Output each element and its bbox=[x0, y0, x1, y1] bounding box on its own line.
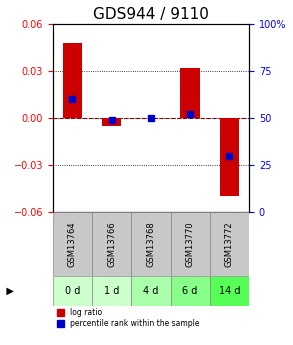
FancyBboxPatch shape bbox=[92, 276, 131, 306]
Text: 1 d: 1 d bbox=[104, 286, 119, 296]
Title: GDS944 / 9110: GDS944 / 9110 bbox=[93, 7, 209, 22]
Text: 14 d: 14 d bbox=[219, 286, 240, 296]
Text: 6 d: 6 d bbox=[183, 286, 198, 296]
Text: GSM13766: GSM13766 bbox=[107, 221, 116, 267]
Text: GSM13764: GSM13764 bbox=[68, 221, 77, 267]
FancyBboxPatch shape bbox=[210, 276, 249, 306]
Text: time  ▶: time ▶ bbox=[0, 286, 14, 296]
Text: GSM13770: GSM13770 bbox=[186, 221, 195, 267]
FancyBboxPatch shape bbox=[210, 212, 249, 276]
FancyBboxPatch shape bbox=[53, 212, 92, 276]
FancyBboxPatch shape bbox=[171, 276, 210, 306]
Text: 0 d: 0 d bbox=[65, 286, 80, 296]
FancyBboxPatch shape bbox=[171, 212, 210, 276]
FancyBboxPatch shape bbox=[131, 212, 171, 276]
Bar bbox=[63, 43, 82, 118]
Text: GSM13772: GSM13772 bbox=[225, 221, 234, 267]
FancyBboxPatch shape bbox=[92, 212, 131, 276]
Bar bbox=[220, 118, 239, 196]
Bar bbox=[180, 68, 200, 118]
Text: GSM13768: GSM13768 bbox=[146, 221, 155, 267]
Text: 4 d: 4 d bbox=[143, 286, 159, 296]
FancyBboxPatch shape bbox=[53, 276, 92, 306]
Bar bbox=[102, 118, 121, 126]
FancyBboxPatch shape bbox=[131, 276, 171, 306]
Legend: log ratio, percentile rank within the sample: log ratio, percentile rank within the sa… bbox=[57, 308, 200, 328]
